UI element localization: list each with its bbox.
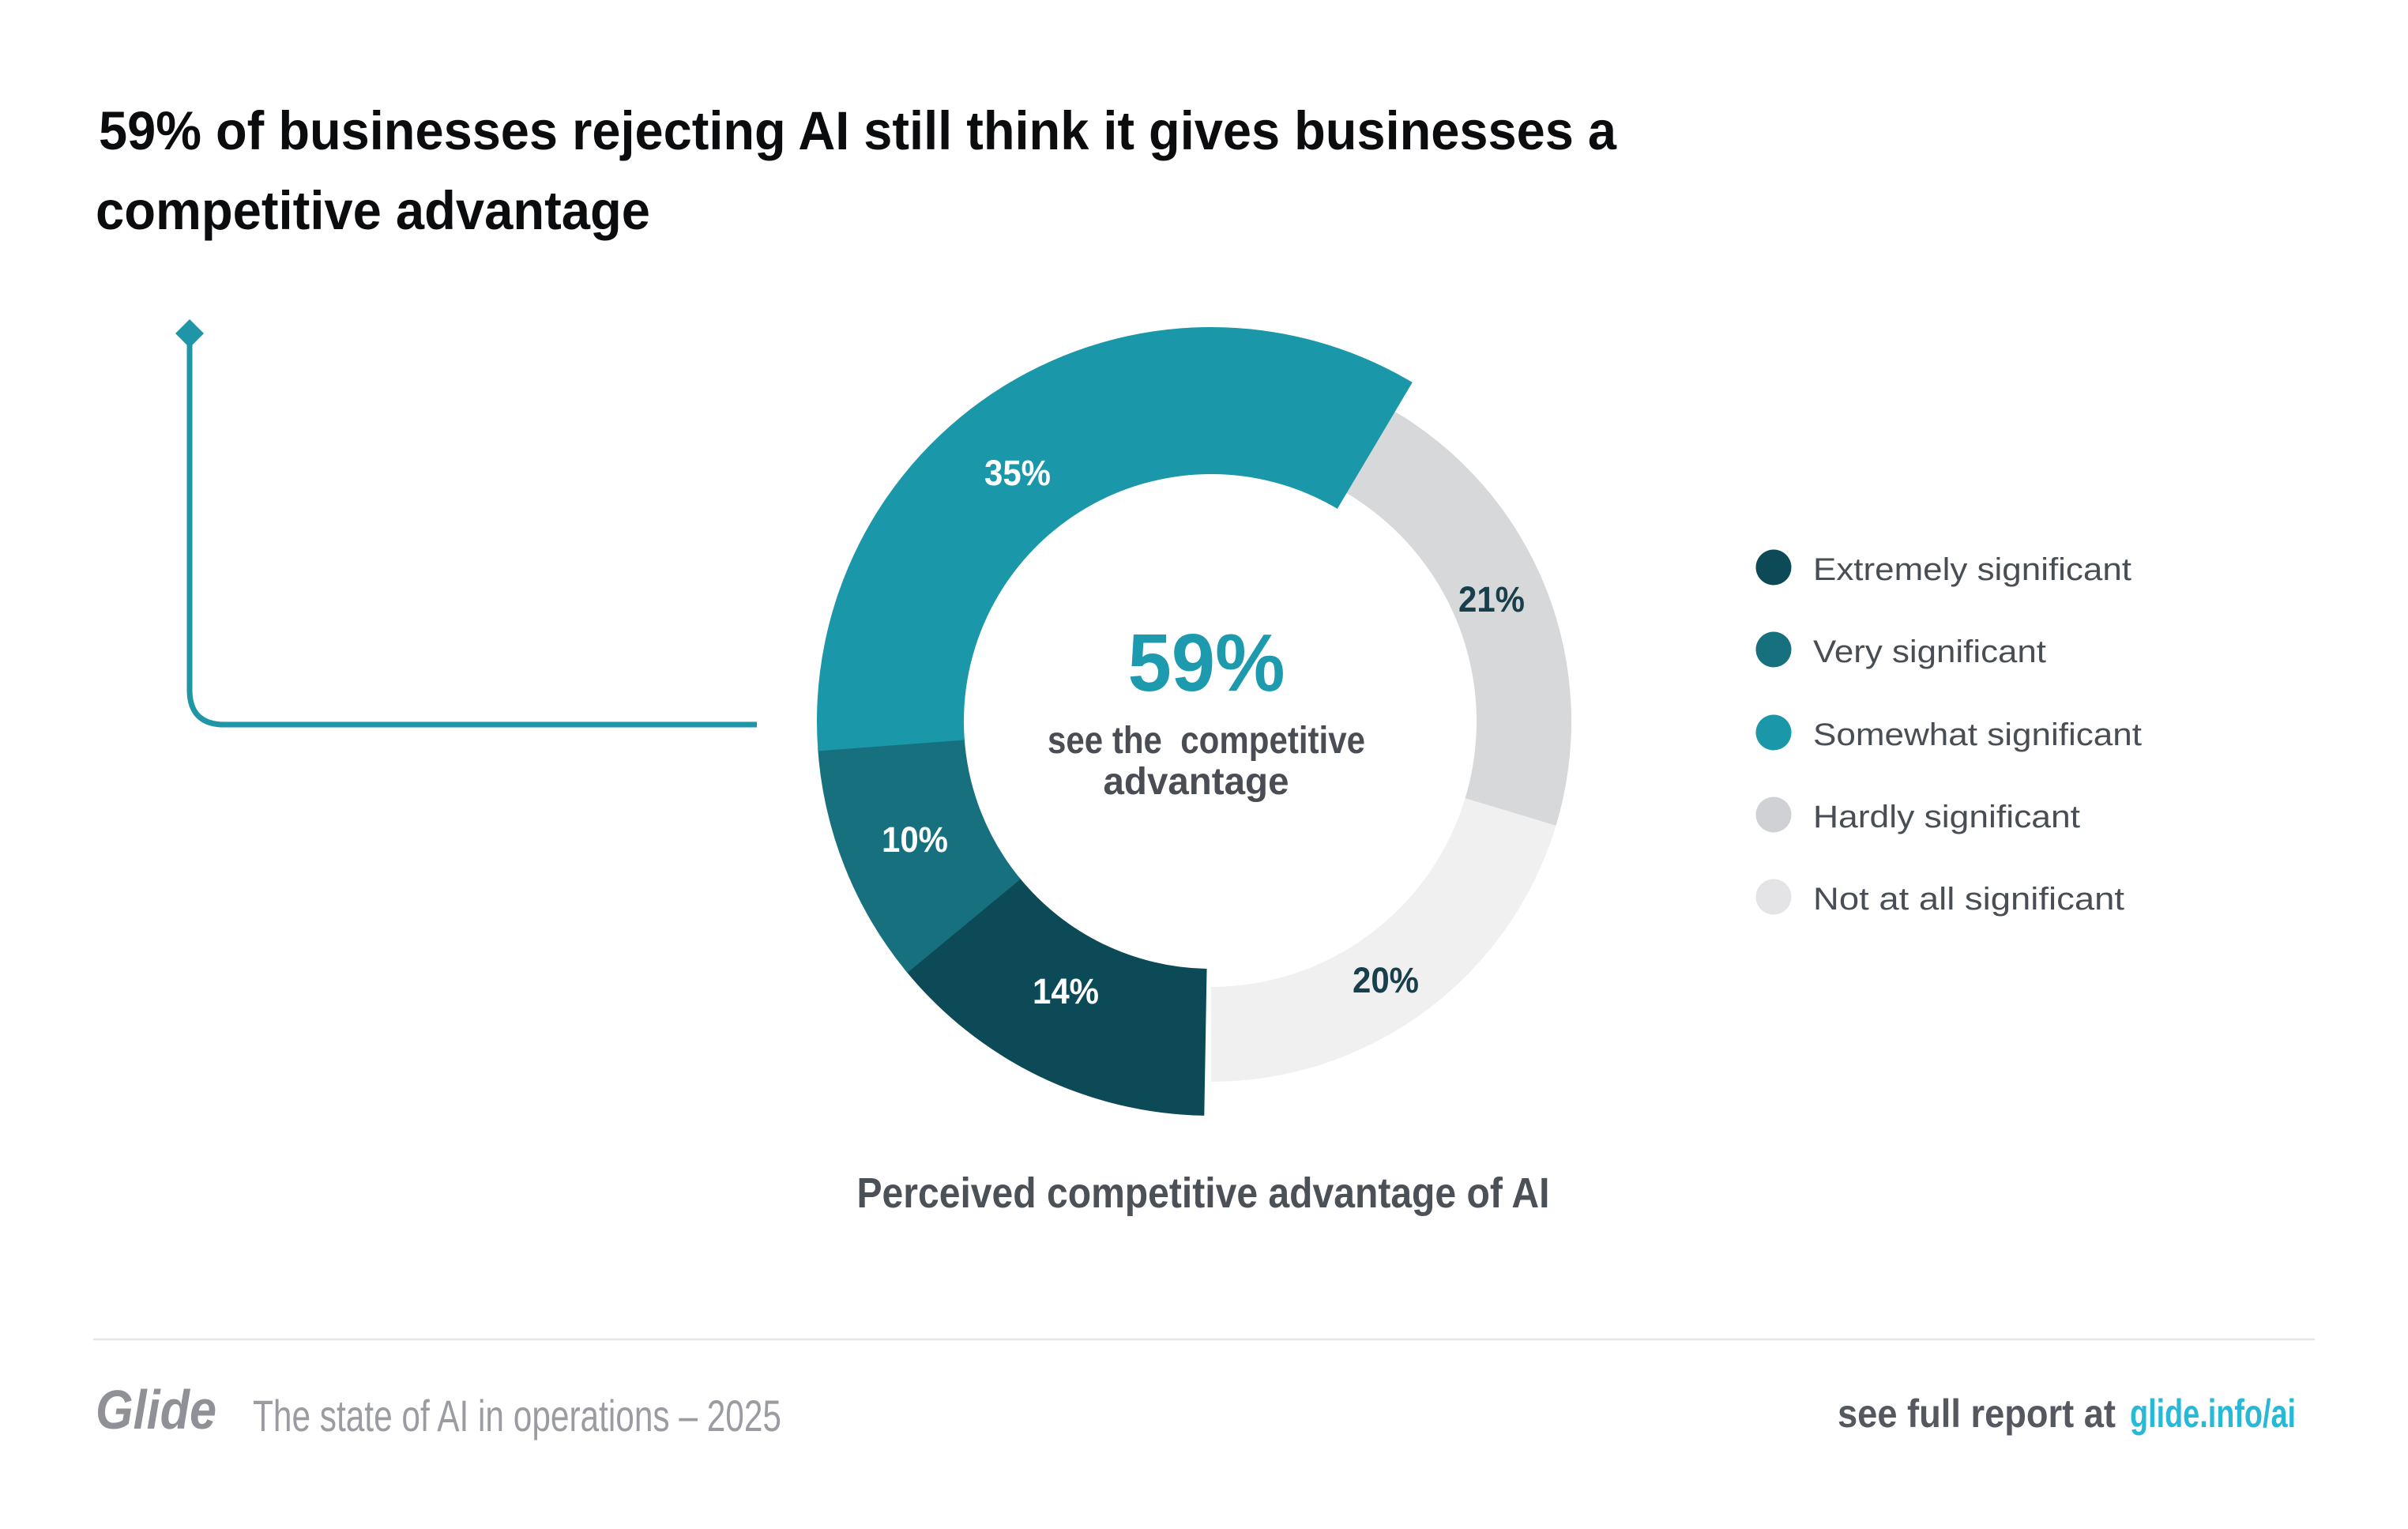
svg-text:see full report at: see full report at [1838,1392,2116,1436]
svg-text:14%: 14% [1033,971,1099,1011]
svg-text:Glide: Glide [96,1379,216,1440]
svg-text:59% of businesses rejecting AI: 59% of businesses rejecting AI still thi… [99,100,1617,161]
svg-text:21%: 21% [1458,579,1525,620]
svg-text:glide.info/ai: glide.info/ai [2130,1392,2296,1436]
svg-text:Very significant: Very significant [1813,635,2046,669]
svg-text:The state of AI in operations: The state of AI in operations – 2025 [253,1391,781,1440]
svg-text:10%: 10% [882,819,948,860]
svg-text:Hardly significant: Hardly significant [1813,800,2080,834]
svg-text:advantage: advantage [1104,761,1289,803]
svg-text:20%: 20% [1353,960,1419,1000]
svg-text:59%: 59% [1128,617,1285,708]
svg-text:Perceived competitive advantag: Perceived competitive advantage of AI [857,1169,1550,1217]
svg-text:see the competitive: see the competitive [1048,720,1365,762]
svg-text:Somewhat significant: Somewhat significant [1813,717,2142,752]
svg-text:Extremely significant: Extremely significant [1813,552,2131,587]
svg-text:competitive advantage: competitive advantage [96,180,650,241]
svg-text:35%: 35% [984,453,1051,493]
svg-text:Not at all significant: Not at all significant [1813,882,2124,917]
